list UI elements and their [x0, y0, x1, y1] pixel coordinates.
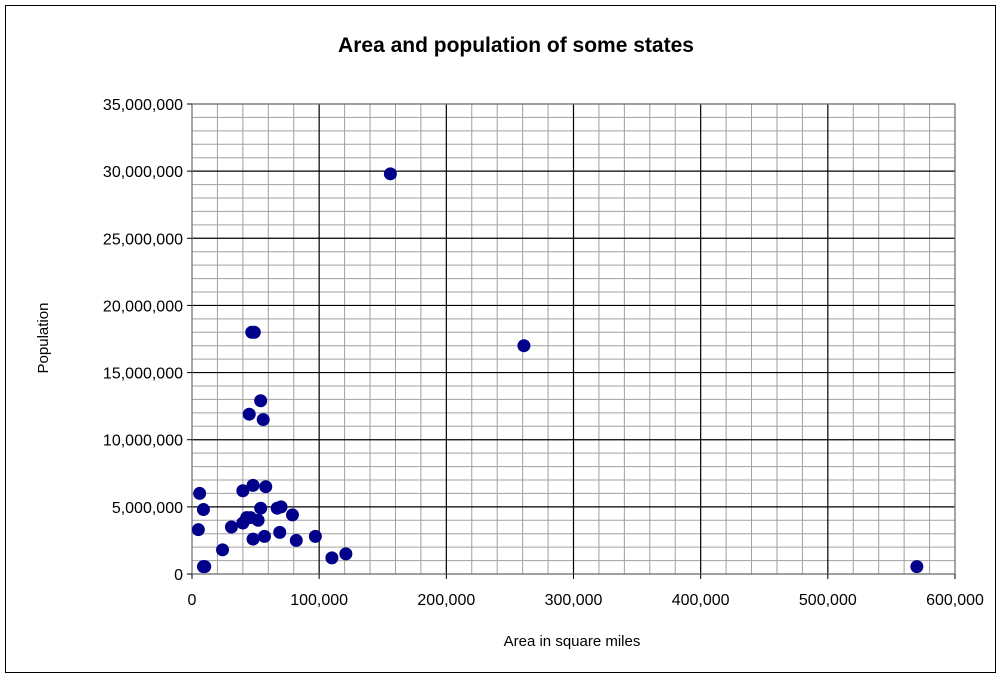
x-tick-label: 400,000: [672, 592, 730, 609]
x-tick-label: 600,000: [926, 592, 984, 609]
x-tick-label: 200,000: [417, 592, 475, 609]
chart-title: Area and population of some states: [338, 34, 694, 57]
y-axis-ticks: 0 5,000,000 10,000,000 15,000,000 20,000,000…: [103, 97, 192, 584]
data-point: [254, 501, 268, 515]
x-tick-label: 100,000: [290, 592, 348, 609]
y-tick-label: 30,000,000: [103, 164, 183, 181]
data-point: [191, 523, 205, 537]
data-point: [325, 551, 339, 565]
y-tick-label: 35,000,000: [103, 97, 183, 114]
x-axis-label: Area in square miles: [504, 633, 641, 650]
data-point: [308, 529, 322, 543]
data-point: [247, 325, 261, 339]
y-tick-label: 10,000,000: [103, 433, 183, 450]
data-point: [339, 547, 353, 561]
data-point: [196, 503, 210, 517]
grid: [191, 103, 956, 575]
data-point: [216, 543, 230, 557]
data-point: [274, 500, 288, 514]
data-point: [254, 394, 268, 408]
data-point: [193, 486, 207, 500]
x-axis-ticks: 0 100,000 200,000 300,000 400,000 500,000 600,…: [188, 574, 984, 609]
x-tick-label: 0: [188, 592, 197, 609]
data-point: [383, 167, 397, 181]
data-point: [273, 525, 287, 539]
data-point: [256, 413, 270, 427]
x-tick-label: 300,000: [545, 592, 603, 609]
y-tick-label: 25,000,000: [103, 231, 183, 248]
data-point: [289, 533, 303, 547]
data-point: [257, 529, 271, 543]
data-point: [259, 480, 273, 494]
chart-frame: [5, 5, 996, 673]
data-point: [910, 560, 924, 574]
y-tick-label: 5,000,000: [112, 500, 183, 517]
data-point: [517, 339, 531, 353]
data-point: [198, 560, 212, 574]
data-point: [224, 520, 238, 534]
data-point: [236, 484, 250, 498]
y-axis-label: Population: [35, 303, 52, 374]
data-point: [242, 407, 256, 421]
y-tick-label: 15,000,000: [103, 366, 183, 383]
data-points: [191, 167, 924, 574]
x-tick-label: 500,000: [799, 592, 857, 609]
data-point: [246, 478, 260, 492]
data-point: [285, 508, 299, 522]
y-tick-label: 0: [174, 567, 183, 584]
data-point: [251, 513, 265, 527]
y-tick-label: 20,000,000: [103, 298, 183, 315]
data-point: [246, 532, 260, 546]
